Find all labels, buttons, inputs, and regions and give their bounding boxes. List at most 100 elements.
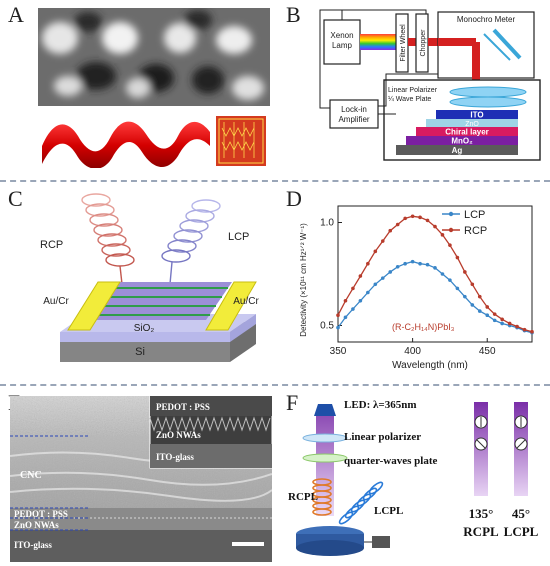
- waveplate-optic: [302, 453, 348, 463]
- point-lcp-370: [366, 290, 370, 295]
- polarizer-disc: [449, 86, 527, 98]
- wire-chopper: [341, 9, 427, 20]
- point-rcp-410: [425, 218, 430, 223]
- electrode-right: [205, 281, 257, 331]
- lcpl-spring: [338, 481, 384, 525]
- lcpl-angle-label: LCPL: [504, 524, 539, 539]
- lcp-beam: [161, 199, 221, 285]
- point-rcp-375: [373, 249, 378, 254]
- cpl-setup: LED: λ=365nm Linear polarizer quarter-wa…: [288, 399, 539, 556]
- point-lcp-360: [351, 307, 355, 311]
- label-ito: ITO-glass: [14, 540, 52, 550]
- layer-mno2: [406, 136, 518, 145]
- inset-label-pedot: PEDOT : PSS: [156, 402, 210, 412]
- layer-ag: [396, 145, 518, 155]
- wire-mono: [378, 73, 438, 107]
- label-pedot: PEDOT : PSS: [14, 509, 68, 519]
- point-lcp-400: [410, 259, 415, 264]
- panel-f-label: F: [286, 390, 299, 415]
- monochrometer-label: Monochro Meter: [457, 15, 516, 24]
- point-rcp-385: [388, 228, 393, 233]
- rcp-label: RCP: [40, 239, 63, 251]
- sem-cross-section: PEDOT : PSS ZnO NWAs ITO-glass CNC PEDOT…: [10, 396, 272, 562]
- panel-c-figure: RCP LCP Si SiO₂ Au/Cr Au/Cr: [10, 190, 272, 370]
- y-tick-label-1: 1.0: [320, 217, 334, 228]
- point-lcp-395: [403, 261, 407, 266]
- wire-lamp: [319, 9, 342, 109]
- detectivity-chart: 350 400 450 0.5 1.0 LCP RCP (R-C₂H₁₄N)PbI₃ W…: [299, 205, 534, 371]
- x-tick-label-400: 400: [404, 346, 421, 357]
- lcpl-angle: 45°: [512, 506, 530, 521]
- chart-legend: LCP RCP: [442, 209, 487, 237]
- light-beam: [360, 34, 396, 50]
- amplifier-label-1: Lock-in: [341, 105, 367, 114]
- x-tick-label-450: 450: [479, 346, 496, 357]
- legend-rcp: RCP: [464, 225, 487, 237]
- layer-zno-label: ZnO: [465, 121, 479, 128]
- si-label: Si: [135, 346, 145, 358]
- helix-inset: [216, 116, 266, 166]
- inset-label-ito: ITO-glass: [156, 452, 194, 462]
- point-lcp-420: [440, 272, 445, 276]
- point-lcp-410: [425, 262, 430, 267]
- panel-b-figure: Xenon Lamp Filter Wheel Chopper Monochro…: [316, 8, 544, 166]
- point-lcp-450: [485, 313, 490, 318]
- panel-d-chart: 350 400 450 0.5 1.0 LCP RCP (R-C₂H₁₄N)PbI₃ W…: [296, 196, 546, 376]
- point-rcp-440: [470, 282, 475, 287]
- point-rcp-405: [418, 215, 422, 220]
- panel-f-figure: LED: λ=365nm Linear polarizer quarter-wa…: [286, 396, 548, 562]
- polarizer-label: Linear polarizer: [344, 431, 421, 443]
- layer-chiral-label: Chiral layer: [445, 128, 489, 137]
- waveplate-disc: [449, 96, 527, 108]
- point-rcp-380: [380, 239, 385, 243]
- point-rcp-445: [477, 294, 482, 299]
- point-rcp-420: [440, 233, 445, 237]
- polarizer-label-1: Linear Polarizer: [388, 87, 438, 94]
- sem-inset: [149, 396, 272, 469]
- chart-xlabel: Wavelength (nm): [392, 360, 468, 371]
- point-rcp-400: [410, 214, 415, 219]
- lock-in-amplifier: [329, 99, 379, 129]
- section-divider-2: [0, 384, 550, 386]
- point-lcp-365: [358, 298, 363, 303]
- point-lcp-430: [455, 286, 460, 291]
- monochrometer: [437, 11, 535, 79]
- point-rcp-395: [403, 216, 407, 221]
- point-rcp-460: [500, 317, 504, 322]
- waveplate-label: quarter-waves plate: [344, 455, 437, 467]
- point-rcp-390: [395, 222, 400, 227]
- point-rcp-430: [455, 255, 460, 260]
- channel-film: [90, 282, 232, 320]
- label-zno: ZnO NWAs: [14, 520, 59, 530]
- inset-label-zno: ZnO NWAs: [156, 430, 201, 440]
- layer-ito: [436, 110, 518, 119]
- point-rcp-415: [433, 224, 437, 229]
- point-lcp-355: [343, 315, 348, 320]
- point-lcp-435: [463, 294, 467, 299]
- electrode-left-label: Au/Cr: [43, 296, 69, 307]
- helix-model: [42, 121, 210, 168]
- point-lcp-415: [433, 266, 437, 270]
- lcp-label: LCP: [228, 231, 249, 243]
- rcpl-angle: 135°: [469, 506, 494, 521]
- sio2-label: SiO₂: [134, 323, 155, 334]
- point-rcp-435: [463, 270, 467, 274]
- lamp-label-1: Xenon: [330, 31, 353, 40]
- scale-bar: [232, 542, 264, 546]
- layer-chiral: [416, 127, 518, 136]
- layer-zno: [426, 119, 518, 127]
- panel-e-figure: PEDOT : PSS ZnO NWAs ITO-glass CNC PEDOT…: [10, 396, 272, 562]
- point-rcp-425: [448, 243, 452, 247]
- panel-a-label: A: [8, 2, 24, 27]
- point-rcp-360: [351, 286, 355, 291]
- point-lcp-460: [500, 321, 504, 326]
- series-line-rcp: [337, 215, 533, 333]
- point-rcp-475: [522, 327, 527, 332]
- layer-ito-label: ITO: [470, 111, 483, 120]
- point-rcp-450: [485, 305, 490, 309]
- electrode-right-label: Au/Cr: [233, 296, 259, 307]
- rcpl-spring: [312, 478, 332, 516]
- electrode-left: [67, 281, 121, 331]
- chart-series: [336, 214, 534, 335]
- point-rcp-455: [492, 312, 497, 316]
